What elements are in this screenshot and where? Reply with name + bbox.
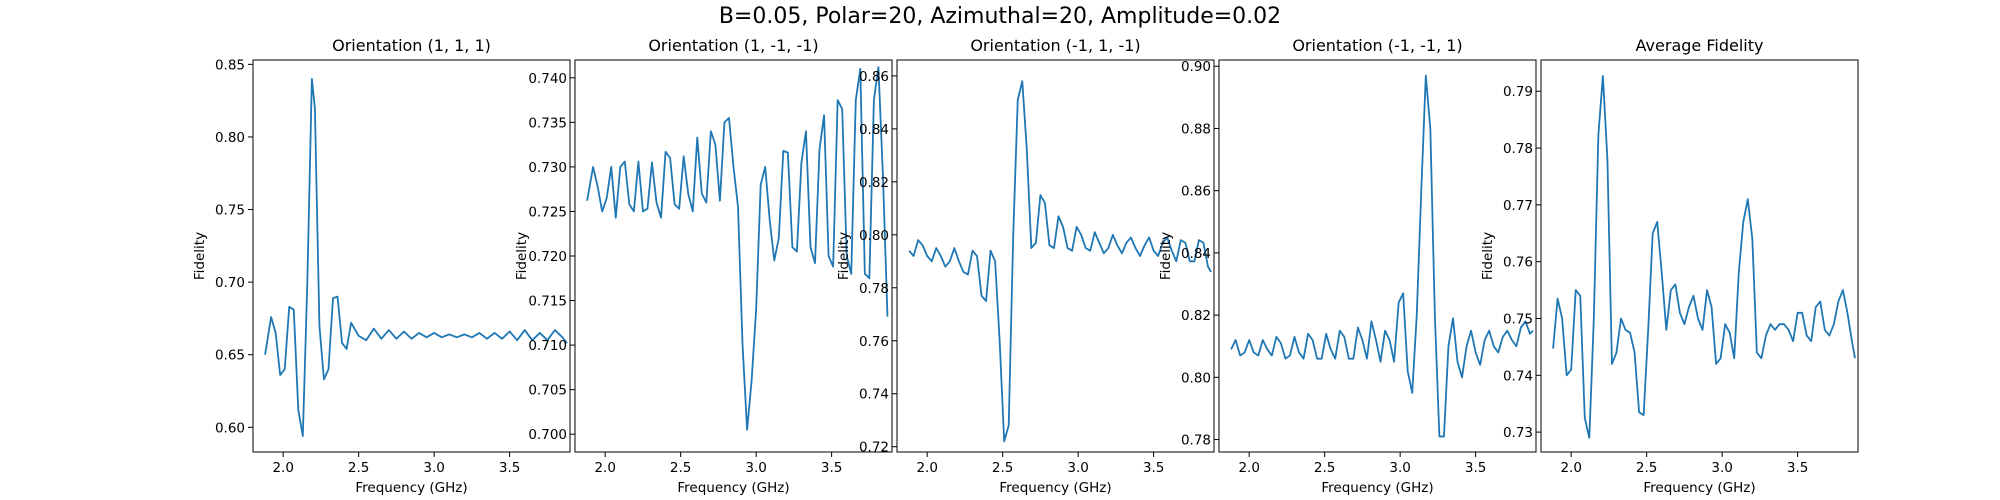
- x-tick-label: 3.0: [423, 460, 444, 476]
- x-axis-label: Frequency (GHz): [1643, 480, 1755, 496]
- y-tick-label: 0.78: [1503, 141, 1533, 157]
- y-tick-label: 0.80: [859, 228, 889, 244]
- x-tick-label: 3.5: [821, 460, 842, 476]
- figure-suptitle: B=0.05, Polar=20, Azimuthal=20, Amplitud…: [718, 4, 1282, 29]
- axes-frame: [1540, 59, 1859, 453]
- y-tick-label: 0.78: [1181, 433, 1211, 449]
- y-tick-label: 0.84: [1181, 246, 1211, 262]
- y-tick-label: 0.73: [1503, 425, 1533, 441]
- x-tick-label: 3.5: [1465, 460, 1486, 476]
- y-tick-label: 0.735: [528, 115, 567, 131]
- y-tick-label: 0.705: [528, 383, 567, 399]
- x-tick-label: 3.5: [499, 460, 520, 476]
- y-tick-label: 0.715: [528, 294, 567, 310]
- y-tick-label: 0.710: [528, 338, 567, 354]
- x-tick-label: 2.0: [1560, 460, 1581, 476]
- y-tick-label: 0.60: [215, 420, 245, 436]
- y-tick-label: 0.85: [215, 57, 245, 73]
- x-axis-label: Frequency (GHz): [355, 480, 467, 496]
- y-tick-label: 0.74: [859, 387, 889, 403]
- y-tick-label: 0.72: [859, 440, 889, 456]
- y-tick-label: 0.75: [1503, 311, 1533, 327]
- y-tick-label: 0.86: [1181, 184, 1211, 200]
- series-line: [264, 77, 568, 437]
- x-tick-label: 3.0: [1389, 460, 1410, 476]
- y-tick-label: 0.730: [528, 160, 567, 176]
- subplot-orientation-1-neg1-neg1: Orientation (1, -1, -1) 2.0 2.5 3.0 3.5 0.700…: [514, 36, 893, 496]
- axes-frame: [896, 59, 1215, 453]
- y-tick-label: 0.725: [528, 204, 567, 220]
- x-tick-label: 2.0: [594, 460, 615, 476]
- y-tick-label: 0.75: [215, 203, 245, 219]
- subplot-orientation-111: Orientation (1, 1, 1) 2.0 2.5 3.0 3.5 0.60 0.6…: [192, 36, 571, 496]
- y-axis-label: Fidelity: [1158, 232, 1174, 280]
- y-tick-label: 0.720: [528, 249, 567, 265]
- x-axis-label: Frequency (GHz): [1321, 480, 1433, 496]
- axes-frame: [1218, 59, 1537, 453]
- y-tick-label: 0.76: [1503, 255, 1533, 271]
- series-line: [1230, 74, 1534, 438]
- y-tick-label: 0.82: [1181, 308, 1211, 324]
- subplot-orientation-neg1-neg1-1: Orientation (-1, -1, 1) 2.0 2.5 3.0 3.5 0.78 0…: [1158, 36, 1537, 496]
- x-tick-label: 2.0: [272, 460, 293, 476]
- subplot-average-fidelity: Average Fidelity 2.0 2.5 3.0 3.5 0.73 0.74 0.75…: [1480, 36, 1859, 496]
- y-tick-label: 0.79: [1503, 84, 1533, 100]
- x-tick-label: 2.5: [348, 460, 369, 476]
- x-tick-label: 3.0: [1067, 460, 1088, 476]
- y-tick-label: 0.76: [859, 334, 889, 350]
- y-tick-label: 0.65: [215, 348, 245, 364]
- y-axis-label: Fidelity: [1480, 232, 1496, 280]
- y-tick-label: 0.78: [859, 281, 889, 297]
- series-line: [1552, 75, 1856, 439]
- axes-title: Orientation (-1, 1, -1): [970, 36, 1140, 55]
- y-tick-label: 0.80: [215, 130, 245, 146]
- x-tick-label: 3.5: [1787, 460, 1808, 476]
- x-tick-label: 2.5: [992, 460, 1013, 476]
- y-tick-label: 0.86: [859, 69, 889, 85]
- x-tick-label: 3.0: [1711, 460, 1732, 476]
- y-tick-label: 0.88: [1181, 121, 1211, 137]
- y-tick-label: 0.740: [528, 71, 567, 87]
- y-tick-label: 0.70: [215, 275, 245, 291]
- x-tick-label: 2.0: [916, 460, 937, 476]
- y-tick-label: 0.74: [1503, 368, 1533, 384]
- y-tick-label: 0.82: [859, 175, 889, 191]
- x-axis-label: Frequency (GHz): [999, 480, 1111, 496]
- x-tick-label: 2.5: [670, 460, 691, 476]
- x-tick-label: 2.5: [1314, 460, 1335, 476]
- y-axis-label: Fidelity: [192, 232, 208, 280]
- series-line: [586, 66, 889, 431]
- y-tick-label: 0.90: [1181, 59, 1211, 75]
- y-tick-label: 0.77: [1503, 198, 1533, 214]
- series-line: [908, 80, 1212, 443]
- y-axis-label: Fidelity: [514, 232, 530, 280]
- y-tick-label: 0.700: [528, 427, 567, 443]
- axes-title: Orientation (-1, -1, 1): [1292, 36, 1462, 55]
- axes-title: Orientation (1, 1, 1): [332, 36, 491, 55]
- x-tick-label: 3.0: [745, 460, 766, 476]
- y-tick-label: 0.84: [859, 122, 889, 138]
- x-tick-label: 3.5: [1143, 460, 1164, 476]
- y-tick-label: 0.80: [1181, 370, 1211, 386]
- subplot-orientation-neg1-1-neg1: Orientation (-1, 1, -1) 2.0 2.5 3.0 3.5 0.72 0…: [836, 36, 1215, 496]
- axes-title: Orientation (1, -1, -1): [648, 36, 818, 55]
- axes-title: Average Fidelity: [1636, 36, 1764, 55]
- x-axis-label: Frequency (GHz): [677, 480, 789, 496]
- x-tick-label: 2.5: [1636, 460, 1657, 476]
- y-axis-label: Fidelity: [836, 232, 852, 280]
- x-tick-label: 2.0: [1238, 460, 1259, 476]
